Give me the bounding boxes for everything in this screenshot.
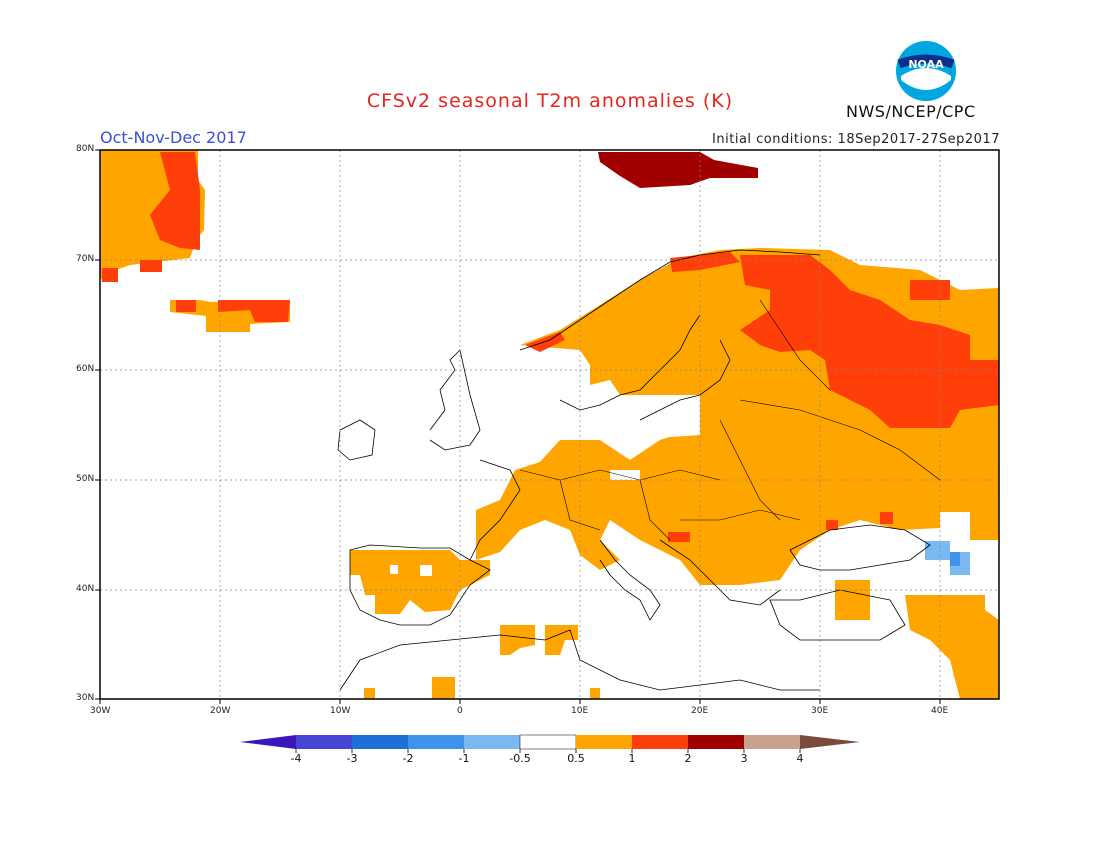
lat-tick-label: 60N	[76, 364, 95, 374]
iberia-neutral-hole-2	[390, 565, 398, 574]
border-6	[759, 299, 831, 391]
colorbar-cell-minus1-minus05	[464, 735, 520, 749]
agency-label: NWS/NCEP/CPC	[846, 102, 976, 121]
colorbar-label: 3	[740, 752, 748, 765]
map-frame	[99, 149, 1000, 700]
colorbar-cell-1-2	[632, 735, 688, 749]
colorbar-cell-minus3-minus2	[352, 735, 408, 749]
baltic-neutral-area	[630, 395, 700, 440]
coastline-france	[469, 459, 521, 561]
east-warm-area-south	[835, 580, 870, 620]
coastline-norway	[519, 249, 821, 351]
colorbar-label: 4	[796, 752, 804, 765]
lon-tick-label: 30W	[90, 706, 111, 716]
border-5	[739, 399, 941, 481]
caucasus-cool-area-strong	[950, 552, 960, 566]
border-1	[519, 469, 721, 481]
coastline-scandinavia-south	[559, 314, 701, 411]
coastline-black-sea	[789, 524, 931, 571]
colorbar-cell-below-minus4	[240, 735, 296, 749]
anomaly-fields	[100, 150, 999, 699]
map-title: CFSv2 seasonal T2m anomalies (K)	[366, 90, 734, 112]
noaa-logo-text: NOAA	[908, 58, 944, 71]
lat-tick-label: 70N	[76, 254, 95, 264]
colorbar-label: -1	[458, 752, 470, 765]
north-africa-warm-area-3	[432, 677, 455, 699]
lat-tick-label: 80N	[76, 144, 95, 154]
colorbar-label: -0.5	[509, 752, 531, 765]
lon-tick-label: 10W	[330, 706, 351, 716]
russia-strong-warm-area	[740, 255, 999, 428]
lon-tick-label: 20W	[210, 706, 231, 716]
colorbar-cell-minus2-minus1	[408, 735, 464, 749]
crimea-strong-warm-spot	[880, 512, 893, 524]
lon-tick-label: 40E	[931, 706, 949, 716]
iceland-strong-warm-area	[218, 300, 290, 322]
noaa-logo-icon: NOAA	[896, 41, 956, 101]
black-sea-strong-warm-spot	[826, 520, 838, 530]
colorbar-label: -2	[402, 752, 414, 765]
north-africa-warm-area	[500, 625, 535, 655]
lat-tick-label: 50N	[76, 474, 95, 484]
colorbar-cell-05-1	[576, 735, 632, 749]
colorbar-cell-3-4	[744, 735, 800, 749]
coastline-italy	[599, 539, 661, 621]
colorbar-label: 1	[628, 752, 636, 765]
coastline-ireland	[337, 419, 376, 461]
iberia-warm-area	[350, 550, 490, 614]
north-africa-warm-area-2	[545, 625, 578, 655]
colorbar	[240, 734, 860, 753]
coastline-north-africa	[339, 629, 820, 691]
colorbar-cell-minus4-minus3	[296, 735, 352, 749]
balkans-strong-warm-spot	[668, 532, 690, 542]
colorbar-label: 2	[684, 752, 692, 765]
initial-conditions-label: Initial conditions: 18Sep2017-27Sep2017	[712, 132, 1000, 147]
colorbar-cell-2-3	[688, 735, 744, 749]
north-africa-warm-area-5	[590, 688, 600, 699]
turkey-east-warm-area	[905, 595, 999, 699]
colorbar-label: 0.5	[567, 752, 585, 765]
lon-tick-label: 0	[457, 706, 463, 716]
border-2	[559, 479, 601, 531]
country-borders	[519, 299, 941, 541]
svalbard-very-warm-area	[598, 152, 758, 188]
iceland-strong-warm-west	[176, 300, 196, 312]
central-neutral-area	[610, 470, 640, 480]
colorbar-label: -4	[290, 752, 302, 765]
russia-strong-warm-north	[910, 280, 950, 300]
greenland-strong-warm-area	[150, 152, 200, 250]
gridlines	[100, 150, 999, 699]
lat-tick-label: 40N	[76, 584, 95, 594]
lon-tick-label: 10E	[571, 706, 589, 716]
season-label: Oct-Nov-Dec 2017	[100, 128, 247, 147]
caucasus-cool-area	[925, 541, 970, 575]
lat-tick-label: 30N	[76, 693, 95, 703]
colorbar-label: -3	[346, 752, 358, 765]
greenland-strong-warm-edge	[102, 268, 118, 282]
north-africa-warm-area-4	[364, 688, 375, 699]
lon-tick-label: 20E	[691, 706, 709, 716]
border-3	[639, 479, 671, 541]
greenland-strong-warm-edge-2	[140, 260, 162, 272]
colorbar-cell-above-4	[800, 735, 860, 749]
lon-tick-label: 30E	[811, 706, 829, 716]
axis-ticks	[95, 149, 941, 704]
iberia-neutral-hole	[420, 565, 432, 576]
scandinavia-strong-warm-coast	[670, 252, 740, 272]
colorbar-cell-minus05-05	[519, 734, 577, 750]
